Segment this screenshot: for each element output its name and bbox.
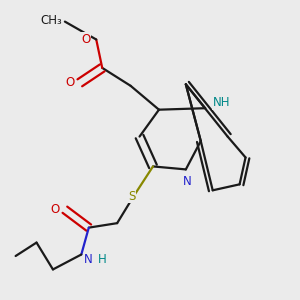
Text: H: H	[98, 254, 106, 266]
Text: O: O	[82, 33, 91, 46]
Text: NH: NH	[213, 96, 230, 109]
Text: O: O	[50, 203, 59, 216]
Text: S: S	[128, 190, 136, 203]
Text: O: O	[65, 76, 74, 89]
Text: N: N	[84, 254, 93, 266]
Text: N: N	[183, 175, 192, 188]
Text: CH₃: CH₃	[40, 14, 62, 27]
